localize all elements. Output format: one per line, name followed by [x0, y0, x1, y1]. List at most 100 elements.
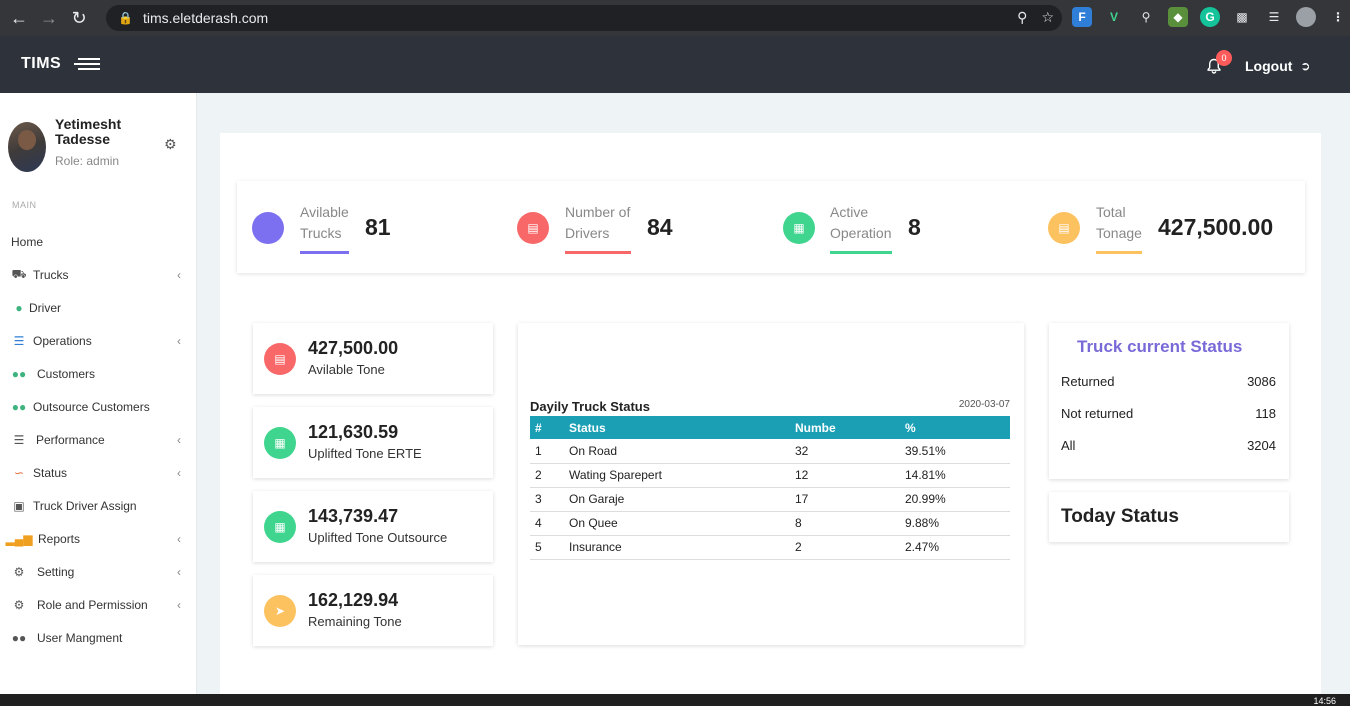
- brand-logo[interactable]: TIMS: [21, 55, 62, 72]
- table-cell: 32: [790, 439, 900, 464]
- sidebar-item-status[interactable]: ∽ Status ‹: [0, 456, 197, 489]
- column-header: %: [900, 416, 1010, 439]
- uplifted-tone-erte-card: ▦ 121,630.59 Uplifted Tone ERTE: [253, 407, 493, 478]
- stat-label: Total Tonage: [1096, 204, 1142, 241]
- status-value: 3086: [1247, 374, 1276, 389]
- sign-out-icon: ➲: [1300, 59, 1311, 73]
- user-avatar: [8, 122, 46, 172]
- card-title: Truck current Status: [1077, 337, 1243, 356]
- stat-label: Active Operation: [830, 204, 892, 241]
- status-row-all: All 3204: [1061, 438, 1276, 453]
- taskbar-clock: 14:56: [1313, 696, 1336, 706]
- card-value: 143,739.47: [308, 506, 399, 526]
- status-value: 3204: [1247, 438, 1276, 453]
- sidebar-item-label: User Mangment: [37, 630, 123, 645]
- table-cell: 14.81%: [900, 463, 1010, 488]
- table-cell: 1: [530, 439, 564, 464]
- extension-f-icon[interactable]: F: [1072, 7, 1092, 27]
- daily-truck-status-card: Dayily Truck Status 2020-03-07 # Status …: [518, 323, 1024, 645]
- sidebar-item-customers[interactable]: ●● Customers: [0, 357, 197, 390]
- stat-label: Avilable Trucks: [300, 204, 349, 241]
- profile-avatar-icon[interactable]: [1296, 7, 1316, 27]
- today-status-card: Today Status: [1049, 492, 1289, 542]
- extension-v-icon[interactable]: V: [1109, 10, 1118, 24]
- sidebar-item-label: Operations: [33, 333, 92, 348]
- status-label: Returned: [1061, 374, 1115, 389]
- address-bar[interactable]: 🔒 tims.eletderash.com ⚲ ☆: [106, 5, 1062, 31]
- bookmark-star-icon[interactable]: ☆: [1041, 9, 1054, 25]
- sidebar-item-setting[interactable]: ⚙ Setting ‹: [0, 555, 197, 588]
- paper-plane-icon: ➤: [264, 595, 296, 627]
- browser-menu-icon[interactable]: ⋮: [1332, 10, 1344, 24]
- chevron-left-icon: ‹: [177, 564, 181, 579]
- sidebar-item-performance[interactable]: ☰ Performance ‹: [0, 423, 197, 456]
- grammarly-icon[interactable]: G: [1200, 7, 1220, 27]
- browser-toolbar: ← → ↻ 🔒 tims.eletderash.com ⚲ ☆ F V ⚲ ◆ …: [0, 0, 1350, 36]
- receipt-icon: ▦: [783, 212, 815, 244]
- briefcase-icon: ▣: [13, 498, 25, 513]
- os-taskbar: 14:56: [0, 694, 1350, 706]
- sidebar-item-reports[interactable]: ▂▄▆ Reports ‹: [0, 522, 197, 555]
- status-row-returned: Returned 3086: [1061, 374, 1276, 389]
- table-row: 2 Wating Sparepert 12 14.81%: [530, 463, 1010, 488]
- table-cell: 8: [790, 511, 900, 536]
- sidebar-item-truck-driver-assign[interactable]: ▣ Truck Driver Assign: [0, 489, 197, 522]
- card-value: 121,630.59: [308, 422, 399, 442]
- status-value: 118: [1255, 406, 1276, 421]
- ear-icon: ∽: [13, 465, 25, 480]
- table-cell: Wating Sparepert: [564, 463, 790, 488]
- sidebar: Yetimesht Tadesse Role: admin ⚙ MAIN Hom…: [0, 93, 197, 706]
- sidebar-item-label: Performance: [36, 432, 105, 447]
- sidebar-item-label: Home: [11, 234, 44, 249]
- media-queue-icon[interactable]: ☰: [1268, 10, 1280, 24]
- table-cell: 2: [790, 535, 900, 560]
- user-role: Role: admin: [55, 154, 120, 168]
- gear-icon[interactable]: ⚙: [164, 136, 177, 152]
- sidebar-item-driver[interactable]: ● Driver: [0, 291, 197, 324]
- table-cell: On Road: [564, 439, 790, 464]
- sidebar-item-label: Trucks: [33, 267, 69, 282]
- back-icon[interactable]: ←: [10, 7, 28, 28]
- table-cell: 12: [790, 463, 900, 488]
- truck-icon: ⛟: [11, 266, 27, 281]
- status-label: Not returned: [1061, 406, 1134, 421]
- chevron-left-icon: ‹: [177, 333, 181, 348]
- sidebar-item-outsource-customers[interactable]: ●● Outsource Customers: [0, 390, 197, 423]
- calendar-icon: ▦: [264, 511, 296, 543]
- forward-icon[interactable]: →: [40, 7, 58, 28]
- table-date: 2020-03-07: [958, 399, 1010, 410]
- card-value: 427,500.00: [308, 338, 399, 358]
- logout-label: Logout: [1245, 58, 1293, 74]
- lock-icon: 🔒: [118, 11, 133, 25]
- table-cell: 2: [530, 463, 564, 488]
- extension-search-icon[interactable]: ⚲: [1141, 10, 1151, 24]
- table-cell: 3: [530, 487, 564, 512]
- extensions-puzzle-icon[interactable]: ▩: [1236, 10, 1248, 24]
- status-row-not-returned: Not returned 118: [1061, 406, 1276, 421]
- sidebar-toggle-icon[interactable]: [74, 56, 104, 72]
- status-label: All: [1061, 438, 1076, 453]
- sidebar-item-trucks[interactable]: ⛟ Trucks ‹: [0, 258, 197, 291]
- table-row: 5 Insurance 2 2.47%: [530, 535, 1010, 560]
- sidebar-menu: Home ⛟ Trucks ‹ ● Driver ☰ Operations ‹ ●● Cus…: [0, 225, 197, 654]
- chevron-left-icon: ‹: [177, 597, 181, 612]
- remaining-tone-card: ➤ 162,129.94 Remaining Tone: [253, 575, 493, 646]
- table-header-row: # Status Numbe %: [530, 416, 1010, 439]
- sidebar-item-role-and-permission[interactable]: ⚙ Role and Permission ‹: [0, 588, 197, 621]
- logout-button[interactable]: Logout ➲: [1245, 58, 1310, 74]
- uplifted-tone-outsource-card: ▦ 143,739.47 Uplifted Tone Outsource: [253, 491, 493, 562]
- user-icon: ●: [15, 300, 23, 315]
- stat-underline: [300, 251, 349, 254]
- sidebar-item-user-mangment[interactable]: ●● User Mangment: [0, 621, 197, 654]
- sidebar-item-home[interactable]: Home: [0, 225, 197, 258]
- zoom-icon[interactable]: ⚲: [1017, 9, 1028, 25]
- table-cell: 39.51%: [900, 439, 1010, 464]
- users-icon: ●●: [11, 630, 27, 645]
- chevron-left-icon: ‹: [177, 531, 181, 546]
- bar-chart-icon: ▂▄▆: [5, 531, 33, 546]
- card-label: Remaining Tone: [308, 614, 402, 629]
- stat-label: Number of Drivers: [565, 204, 631, 241]
- reload-icon[interactable]: ↻: [71, 7, 87, 28]
- extension-diamond-icon[interactable]: ◆: [1168, 7, 1188, 27]
- sidebar-item-operations[interactable]: ☰ Operations ‹: [0, 324, 197, 357]
